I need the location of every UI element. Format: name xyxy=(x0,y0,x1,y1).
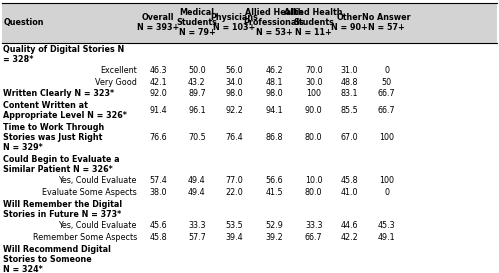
Text: 96.1: 96.1 xyxy=(188,106,206,115)
Text: Written Clearly N = 323*: Written Clearly N = 323* xyxy=(3,89,115,98)
Text: 86.8: 86.8 xyxy=(265,133,283,142)
Text: 46.2: 46.2 xyxy=(265,66,283,75)
Text: 77.0: 77.0 xyxy=(226,177,244,185)
Text: Evaluate Some Aspects: Evaluate Some Aspects xyxy=(42,188,137,197)
Text: Medical
Students
N = 79+: Medical Students N = 79+ xyxy=(177,8,218,37)
Text: 94.1: 94.1 xyxy=(265,106,283,115)
Text: 38.0: 38.0 xyxy=(149,188,167,197)
Text: 92.2: 92.2 xyxy=(226,106,244,115)
Text: Physicians
N = 103+: Physicians N = 103+ xyxy=(211,13,258,32)
Text: 42.2: 42.2 xyxy=(340,233,358,242)
Text: 56.6: 56.6 xyxy=(265,177,283,185)
Text: 57.7: 57.7 xyxy=(188,233,206,242)
Text: Yes, Could Evaluate: Yes, Could Evaluate xyxy=(58,221,137,230)
Text: 44.6: 44.6 xyxy=(340,221,358,230)
Text: 42.1: 42.1 xyxy=(149,78,167,87)
Text: 76.6: 76.6 xyxy=(149,133,167,142)
Text: 22.0: 22.0 xyxy=(226,188,244,197)
Text: 0: 0 xyxy=(384,66,389,75)
Text: 0: 0 xyxy=(384,188,389,197)
Text: 57.4: 57.4 xyxy=(149,177,167,185)
Text: 45.3: 45.3 xyxy=(378,221,395,230)
Text: 10.0: 10.0 xyxy=(305,177,322,185)
Text: 49.4: 49.4 xyxy=(188,177,206,185)
Text: Remember Some Aspects: Remember Some Aspects xyxy=(32,233,137,242)
Text: 30.0: 30.0 xyxy=(305,78,322,87)
Text: 53.5: 53.5 xyxy=(226,221,244,230)
Text: Allied Health
Students
N = 11+: Allied Health Students N = 11+ xyxy=(284,8,343,37)
Text: Overall
N = 393+: Overall N = 393+ xyxy=(137,13,179,32)
Text: 80.0: 80.0 xyxy=(305,133,322,142)
Text: 70.0: 70.0 xyxy=(305,66,322,75)
Text: 98.0: 98.0 xyxy=(265,89,283,98)
Text: 33.3: 33.3 xyxy=(305,221,322,230)
Text: 52.9: 52.9 xyxy=(265,221,283,230)
Text: 70.5: 70.5 xyxy=(188,133,206,142)
Text: 100: 100 xyxy=(379,177,394,185)
Text: Could Begin to Evaluate a
Similar Patient N = 326*: Could Begin to Evaluate a Similar Patien… xyxy=(3,155,120,174)
Text: 45.8: 45.8 xyxy=(149,233,167,242)
Text: 76.4: 76.4 xyxy=(226,133,243,142)
Text: 45.6: 45.6 xyxy=(149,221,167,230)
Text: Question: Question xyxy=(3,19,44,27)
Text: 49.4: 49.4 xyxy=(188,188,206,197)
Text: No Answer
N = 57+: No Answer N = 57+ xyxy=(362,13,411,32)
Text: 66.7: 66.7 xyxy=(378,89,395,98)
Text: 33.3: 33.3 xyxy=(188,221,206,230)
Text: Will Remember the Digital
Stories in Future N = 373*: Will Remember the Digital Stories in Fut… xyxy=(3,200,123,219)
Text: 45.8: 45.8 xyxy=(340,177,358,185)
Text: 66.7: 66.7 xyxy=(378,106,395,115)
Text: 50.0: 50.0 xyxy=(188,66,206,75)
Text: 31.0: 31.0 xyxy=(340,66,358,75)
Text: 56.0: 56.0 xyxy=(226,66,243,75)
Text: 89.7: 89.7 xyxy=(188,89,206,98)
Text: 43.2: 43.2 xyxy=(188,78,206,87)
Text: 83.1: 83.1 xyxy=(340,89,358,98)
Text: 85.5: 85.5 xyxy=(340,106,358,115)
Text: 48.8: 48.8 xyxy=(340,78,358,87)
Text: Very Good: Very Good xyxy=(95,78,137,87)
Text: 98.0: 98.0 xyxy=(226,89,243,98)
Text: 80.0: 80.0 xyxy=(305,188,322,197)
Text: Other
N = 90+: Other N = 90+ xyxy=(331,13,367,32)
Text: 50: 50 xyxy=(382,78,392,87)
Text: 91.4: 91.4 xyxy=(149,106,167,115)
Text: 41.5: 41.5 xyxy=(265,188,283,197)
Bar xyxy=(2,3,497,43)
Text: Excellent: Excellent xyxy=(100,66,137,75)
Text: Yes, Could Evaluate: Yes, Could Evaluate xyxy=(58,177,137,185)
Text: 39.2: 39.2 xyxy=(265,233,283,242)
Text: 48.1: 48.1 xyxy=(265,78,283,87)
Text: Time to Work Through
Stories was Just Right
N = 329*: Time to Work Through Stories was Just Ri… xyxy=(3,123,105,152)
Text: Will Recommend Digital
Stories to Someone
N = 324*: Will Recommend Digital Stories to Someon… xyxy=(3,245,111,273)
Text: 92.0: 92.0 xyxy=(149,89,167,98)
Text: 34.0: 34.0 xyxy=(226,78,243,87)
Text: 100: 100 xyxy=(379,133,394,142)
Text: 49.1: 49.1 xyxy=(378,233,395,242)
Text: Content Written at
Appropriate Level N = 326*: Content Written at Appropriate Level N =… xyxy=(3,101,127,120)
Text: 46.3: 46.3 xyxy=(149,66,167,75)
Text: 66.7: 66.7 xyxy=(305,233,322,242)
Text: Quality of Digital Stories N
= 328*: Quality of Digital Stories N = 328* xyxy=(3,44,125,64)
Text: 100: 100 xyxy=(306,89,321,98)
Text: 39.4: 39.4 xyxy=(226,233,243,242)
Text: Allied Health
Professionals
N = 53+: Allied Health Professionals N = 53+ xyxy=(244,8,304,37)
Text: 90.0: 90.0 xyxy=(305,106,322,115)
Text: 67.0: 67.0 xyxy=(340,133,358,142)
Text: 41.0: 41.0 xyxy=(340,188,358,197)
